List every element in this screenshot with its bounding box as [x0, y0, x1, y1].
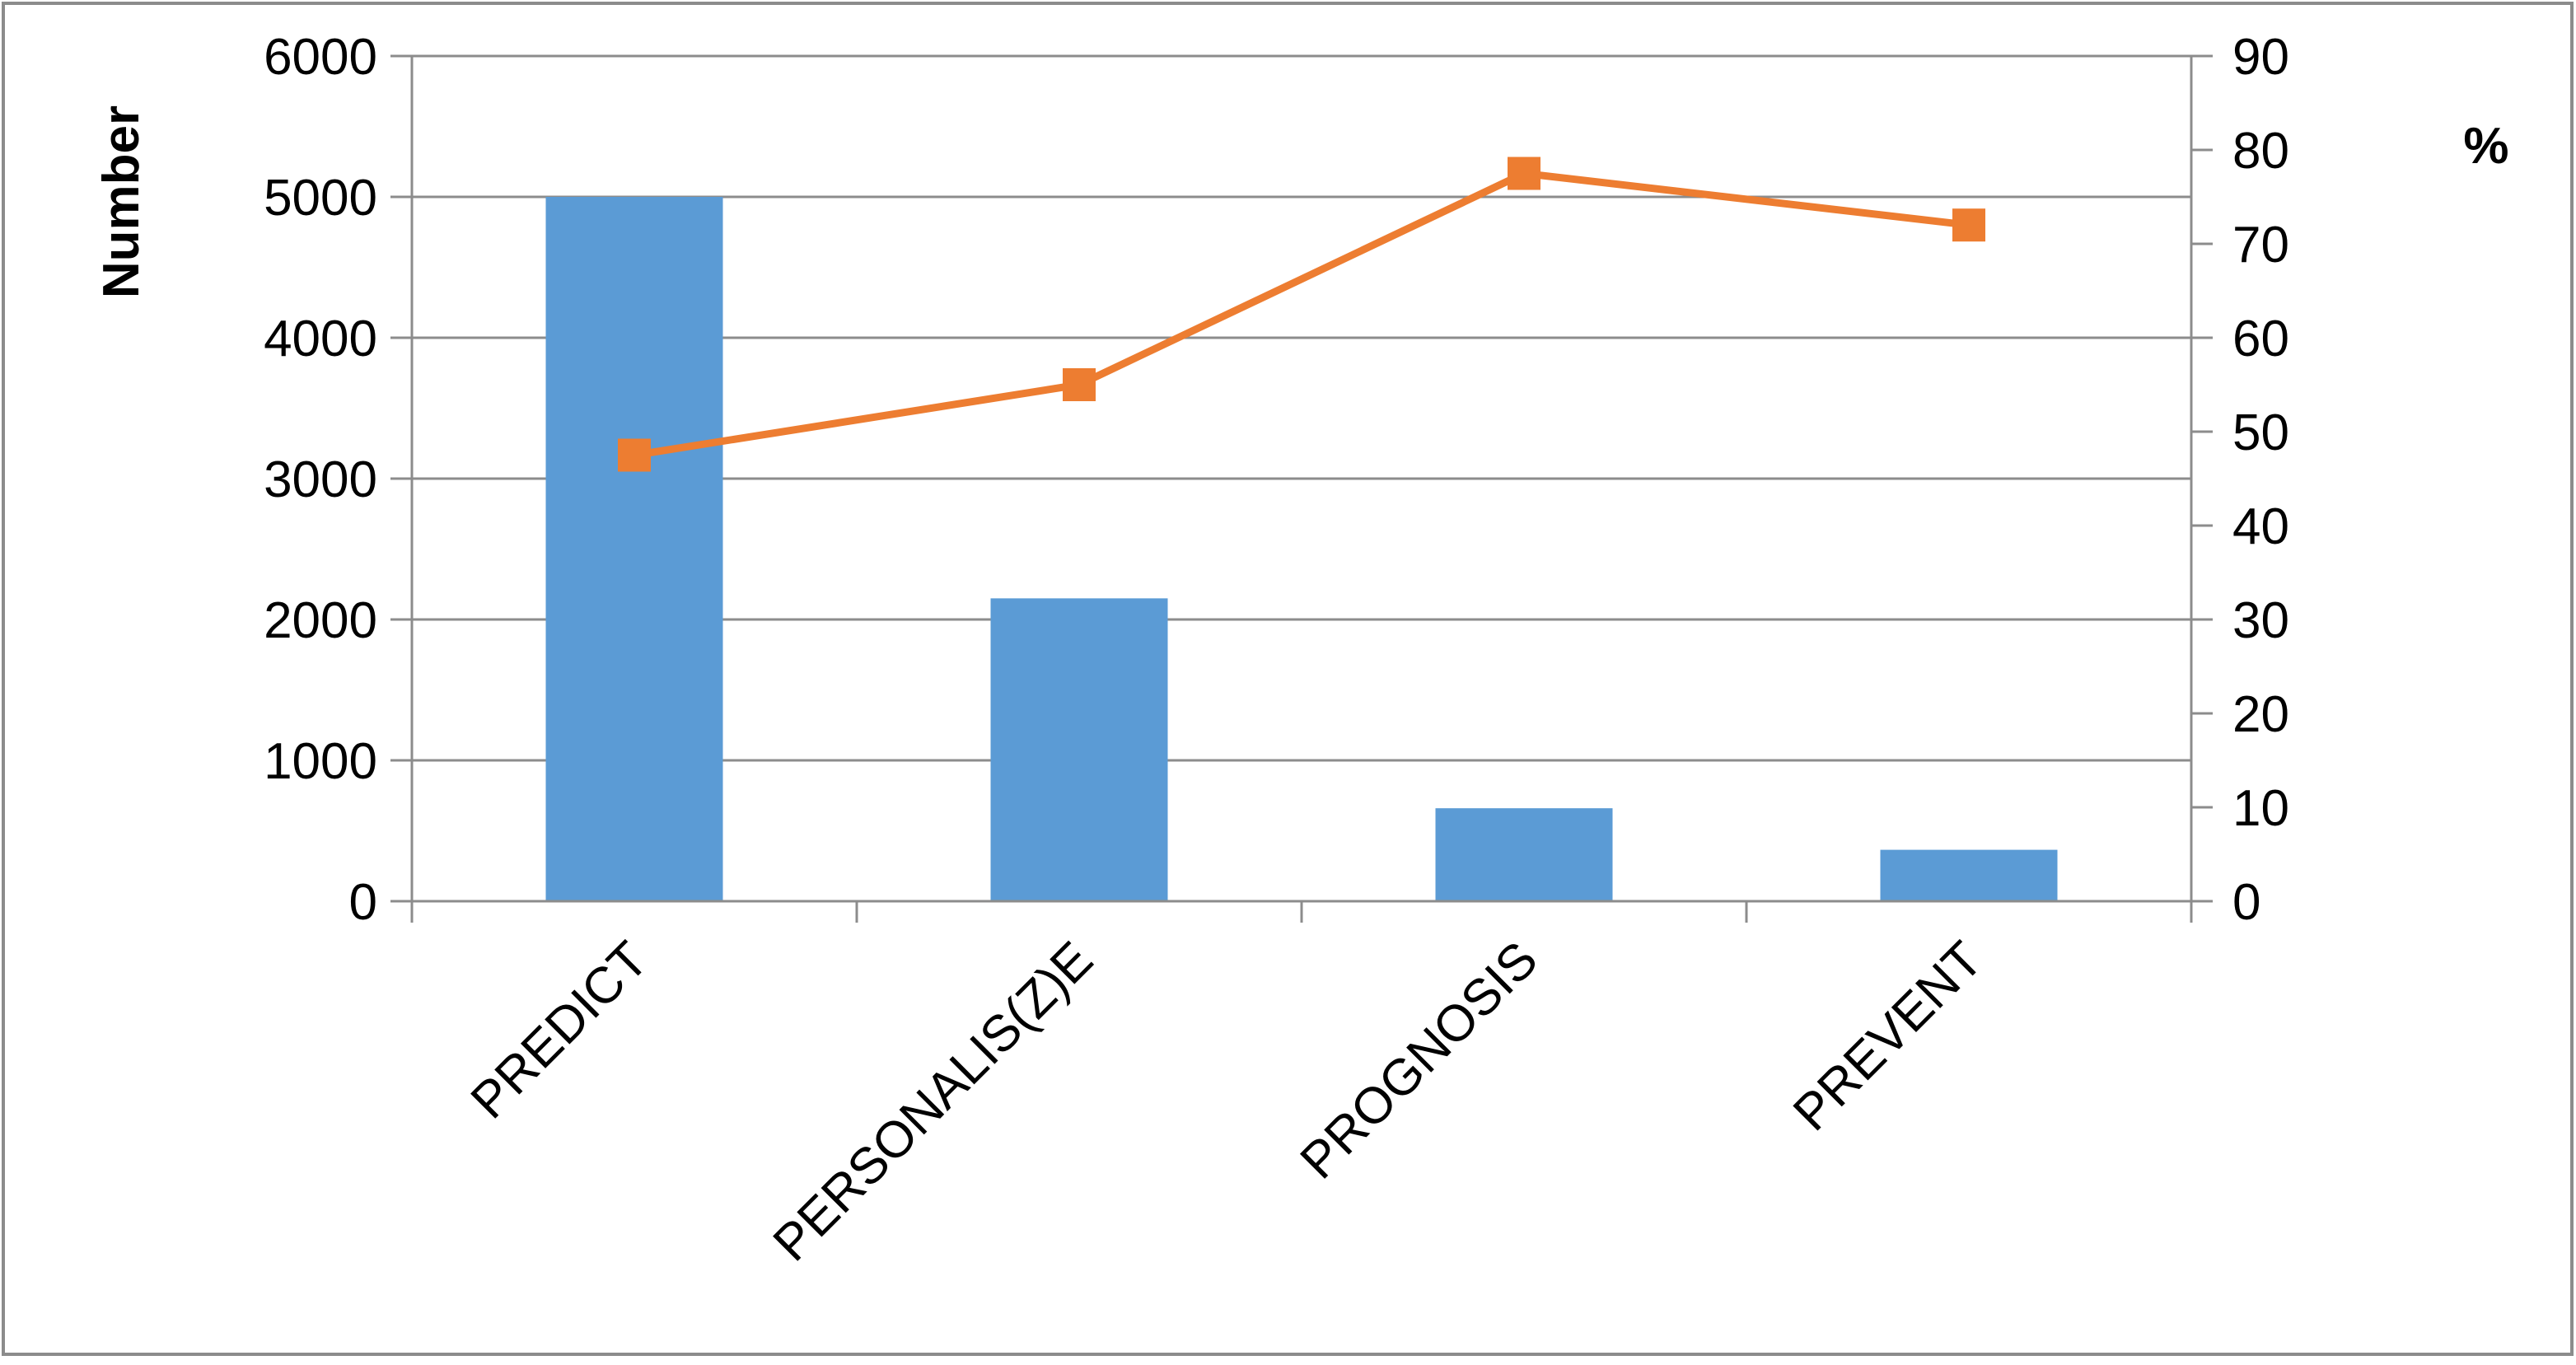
right-axis-title: % — [2463, 118, 2508, 175]
left-tick-label: 3000 — [264, 451, 377, 508]
right-tick-label: 60 — [2232, 311, 2289, 367]
bar-predict — [545, 197, 723, 901]
left-tick-label: 5000 — [264, 170, 377, 227]
left-tick-label: 0 — [349, 874, 377, 931]
axes — [390, 54, 2213, 923]
percent-line — [633, 170, 1970, 459]
line-series — [618, 157, 1985, 472]
right-tick-label: 10 — [2232, 780, 2289, 837]
right-tick-label: 80 — [2232, 123, 2289, 180]
right-tick-label: 90 — [2232, 29, 2289, 86]
left-axis-title: Number — [93, 105, 150, 298]
bar-prevent — [1880, 849, 2058, 901]
left-axis-ticks: 0 1000 2000 3000 4000 5000 6000 — [264, 29, 377, 931]
bar-prognosis — [1435, 808, 1613, 901]
left-tick-label: 6000 — [264, 29, 377, 86]
right-tick-label: 20 — [2232, 686, 2289, 743]
bar-series — [545, 197, 2058, 901]
right-axis-ticks: 0 10 20 30 40 50 60 70 80 90 — [2232, 29, 2289, 931]
right-tick-label: 50 — [2232, 404, 2289, 461]
right-tick-label: 70 — [2232, 217, 2289, 273]
right-tick-label: 0 — [2232, 874, 2260, 931]
right-tick-label: 40 — [2232, 498, 2289, 555]
left-tick-label: 4000 — [264, 311, 377, 367]
percent-marker — [1063, 368, 1096, 401]
bar-personalis-z-e — [990, 598, 1168, 901]
percent-marker — [1952, 208, 1985, 242]
percent-marker — [1508, 157, 1540, 190]
left-tick-label: 1000 — [264, 733, 377, 790]
percent-marker — [618, 438, 651, 472]
right-tick-label: 30 — [2232, 592, 2289, 649]
left-tick-label: 2000 — [264, 592, 377, 649]
